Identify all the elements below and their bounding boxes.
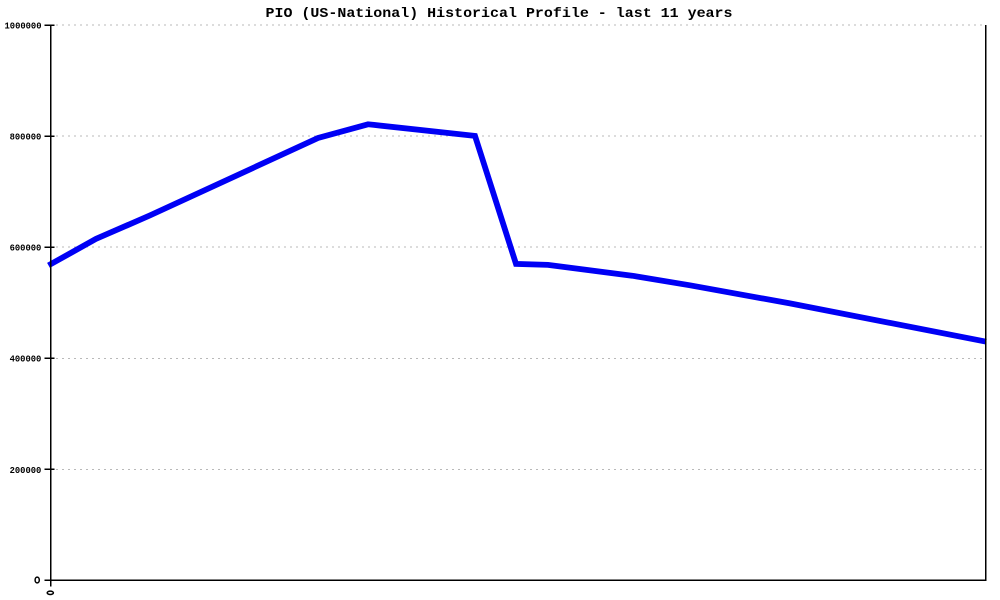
svg-text:400000: 400000 <box>10 354 42 365</box>
svg-text:800000: 800000 <box>10 132 42 143</box>
svg-text:600000: 600000 <box>10 243 42 254</box>
svg-text:1000000: 1000000 <box>5 20 42 31</box>
svg-text:200000: 200000 <box>10 465 42 476</box>
svg-text:PIO (US-National) Historical P: PIO (US-National) Historical Profile - l… <box>266 6 733 22</box>
